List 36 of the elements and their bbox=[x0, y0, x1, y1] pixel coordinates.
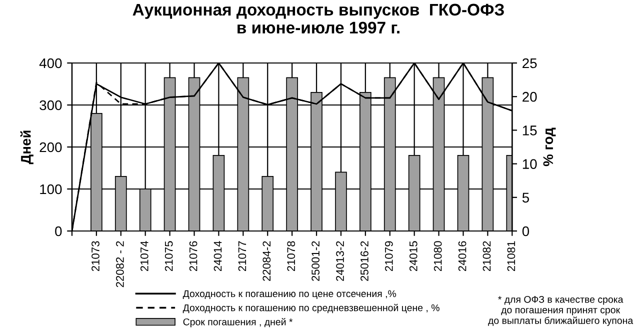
y-tick-label: 100 bbox=[40, 184, 62, 194]
x-tick-label: 21081 bbox=[507, 241, 516, 272]
chart-title: Аукционная доходность выпусков ГКО-ОФЗ в июне-июле 1997 г. bbox=[132, 4, 504, 34]
x-tick-label: 21075 bbox=[164, 241, 173, 272]
x-tick-label: 25016-2 bbox=[360, 241, 368, 281]
x-tick-label: 21076 bbox=[189, 241, 198, 272]
x-tick-label: 21078 bbox=[287, 241, 296, 272]
y2-tick-label: 5 bbox=[522, 192, 530, 203]
y2-axis-title: % год bbox=[543, 128, 556, 166]
y-tick-label: 200 bbox=[40, 142, 62, 152]
x-tick-label: 21074 bbox=[140, 241, 148, 272]
legend-label: Доходность к погашению по средневзвешенной цене , % bbox=[182, 304, 440, 314]
y-tick-label: 0 bbox=[55, 226, 62, 236]
x-tick-label: 24015 bbox=[409, 241, 418, 272]
legend-label: Срок погашения , дней * bbox=[183, 318, 293, 328]
x-tick-label: 22084-2 bbox=[262, 241, 271, 281]
text: * для ОФЗ в качестве срока до погашения принят срок до выплаты ближайшего купона bbox=[488, 296, 634, 326]
x-tick-label: 21082 bbox=[482, 241, 491, 272]
legend-label: Доходность к погашению по цене отсечения ,% bbox=[182, 290, 396, 299]
x-tick-label: 25001-2 bbox=[312, 241, 320, 281]
x-tick-label: 21077 bbox=[238, 241, 246, 272]
x-tick-label: 21080 bbox=[434, 241, 442, 272]
x-tick-label: 24013-2 bbox=[336, 241, 344, 281]
y-tick-label: 300 bbox=[40, 100, 62, 110]
y2-tick-label: 20 bbox=[522, 92, 537, 102]
y2-tick-label: 10 bbox=[522, 159, 537, 169]
y2-tick-label: 25 bbox=[522, 58, 537, 68]
x-tick-label: 21073 bbox=[92, 241, 100, 272]
y2-tick-label: 15 bbox=[522, 126, 537, 136]
y-tick-label: 400 bbox=[39, 58, 62, 68]
x-tick-label: 22082 - 2 bbox=[116, 241, 124, 288]
x-tick-label: 24016 bbox=[458, 241, 466, 272]
y-axis-title: Дней bbox=[20, 130, 34, 164]
x-tick-label: 24014 bbox=[214, 241, 222, 272]
y2-tick-label: 0 bbox=[522, 226, 530, 236]
x-tick-label: 21079 bbox=[384, 241, 393, 272]
